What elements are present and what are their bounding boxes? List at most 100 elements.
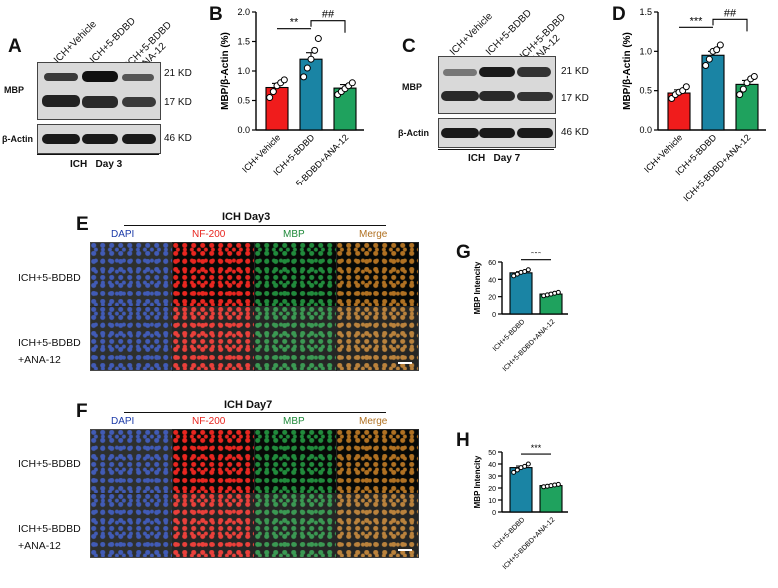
- y-tick-label: 1.0: [237, 66, 250, 76]
- data-point: [307, 55, 315, 63]
- y-tick-label: 2.0: [237, 7, 250, 17]
- protein-label: MBP: [4, 85, 24, 95]
- data-point: [314, 35, 322, 43]
- y-tick-label: 20: [488, 486, 496, 493]
- bar: [265, 86, 289, 131]
- y-tick-label: 0.5: [639, 86, 652, 96]
- channel-label-dapi: DAPI: [111, 229, 135, 240]
- y-axis-label: MBP Intencity: [473, 261, 482, 314]
- dapi-image: [90, 242, 173, 307]
- actin-blot: [438, 118, 556, 148]
- mbp-image: [254, 242, 337, 307]
- x-tick-label: ICH+5-BDBD+ANA-12: [502, 516, 557, 571]
- data-point: [300, 73, 308, 81]
- y-tick-label: 60: [488, 260, 496, 267]
- kd-marker: 46 KD: [164, 133, 192, 144]
- data-point: [736, 91, 744, 99]
- y-tick-label: 0.5: [237, 96, 250, 106]
- y-tick-label: 10: [488, 498, 496, 505]
- data-point: [555, 289, 561, 295]
- data-point: [739, 85, 747, 93]
- y-tick-label: 0: [492, 312, 496, 319]
- y-tick-label: 40: [488, 277, 496, 284]
- scale-bar: [398, 549, 412, 551]
- data-point: [555, 481, 561, 487]
- dapi-image: [90, 429, 173, 494]
- if-title: ICH Day7: [224, 399, 273, 411]
- channel-label-merge: Merge: [359, 229, 388, 240]
- y-tick-label: 40: [488, 462, 496, 469]
- data-point: [280, 76, 288, 84]
- data-point: [348, 79, 356, 87]
- panel-label-c: C: [402, 36, 416, 57]
- panel-label-e: E: [76, 214, 89, 235]
- kd-marker: 21 KD: [164, 68, 192, 79]
- channel-label-nf200: NF-200: [192, 229, 226, 240]
- title-underline: [124, 412, 386, 413]
- x-tick-label: ICH+5-BDBD+ANA-12: [502, 318, 557, 373]
- loading-label: β-Actin: [398, 128, 429, 138]
- channel-label-merge: Merge: [359, 416, 388, 427]
- sig-marker: ##: [724, 7, 737, 19]
- nf200-image: [172, 493, 255, 558]
- bar: [509, 272, 533, 315]
- sig-marker: **: [290, 17, 299, 29]
- dapi-image: [90, 306, 173, 371]
- merge-image: [336, 306, 419, 371]
- y-tick-label: 0: [492, 510, 496, 517]
- data-point: [303, 64, 311, 72]
- data-point: [514, 467, 520, 473]
- merge-image: [336, 242, 419, 307]
- channel-label-mbp: MBP: [283, 416, 305, 427]
- data-point: [525, 267, 531, 273]
- merge-image: [336, 429, 419, 494]
- mbp-blot: [438, 56, 556, 114]
- y-axis-label: MBP Intencity: [473, 455, 482, 508]
- channel-label-nf200: NF-200: [192, 416, 226, 427]
- merge-image: [336, 493, 419, 558]
- kd-marker: 21 KD: [561, 66, 589, 77]
- bar: [539, 485, 563, 513]
- y-tick-label: 0.0: [639, 125, 652, 135]
- data-point: [705, 55, 713, 63]
- kd-marker: 17 KD: [164, 97, 192, 108]
- kd-marker: 17 KD: [561, 93, 589, 104]
- data-point: [716, 41, 724, 49]
- x-tick-label: ICH+5-BDBD+ANA-12: [681, 132, 752, 203]
- data-point: [702, 61, 710, 69]
- y-tick-label: 0.0: [237, 125, 250, 135]
- title-underline: [124, 225, 386, 226]
- y-tick-label: 50: [488, 450, 496, 457]
- mbp-blot: [37, 62, 161, 120]
- data-point: [682, 83, 690, 91]
- y-tick-label: 1.5: [639, 7, 652, 17]
- sig-marker: ***: [531, 443, 542, 453]
- panel-label-b: B: [209, 4, 223, 25]
- data-point: [311, 46, 319, 54]
- channel-label-dapi: DAPI: [111, 416, 135, 427]
- loading-label: β-Actin: [2, 134, 33, 144]
- nf200-image: [172, 242, 255, 307]
- panel-label-h: H: [456, 430, 470, 451]
- y-tick-label: 1.5: [237, 37, 250, 47]
- blot-caption: ICH Day 7: [468, 153, 521, 164]
- y-axis-label: MBP/β-Actin (%): [220, 32, 231, 110]
- sig-bracket: [310, 20, 346, 33]
- data-point: [511, 469, 517, 475]
- actin-blot: [37, 124, 161, 154]
- row-label: ICH+5-BDBD +ANA-12: [18, 337, 81, 366]
- y-axis-label: MBP/β-Actin (%): [622, 32, 633, 110]
- data-point: [713, 46, 721, 54]
- y-tick-label: 1.0: [639, 46, 652, 56]
- underline: [438, 149, 554, 150]
- channel-label-mbp: MBP: [283, 229, 305, 240]
- y-tick-label: 30: [488, 474, 496, 481]
- panel-label-f: F: [76, 401, 88, 422]
- bar: [299, 58, 323, 131]
- kd-marker: 46 KD: [561, 127, 589, 138]
- underline: [37, 154, 159, 155]
- panel-label-g: G: [456, 242, 471, 263]
